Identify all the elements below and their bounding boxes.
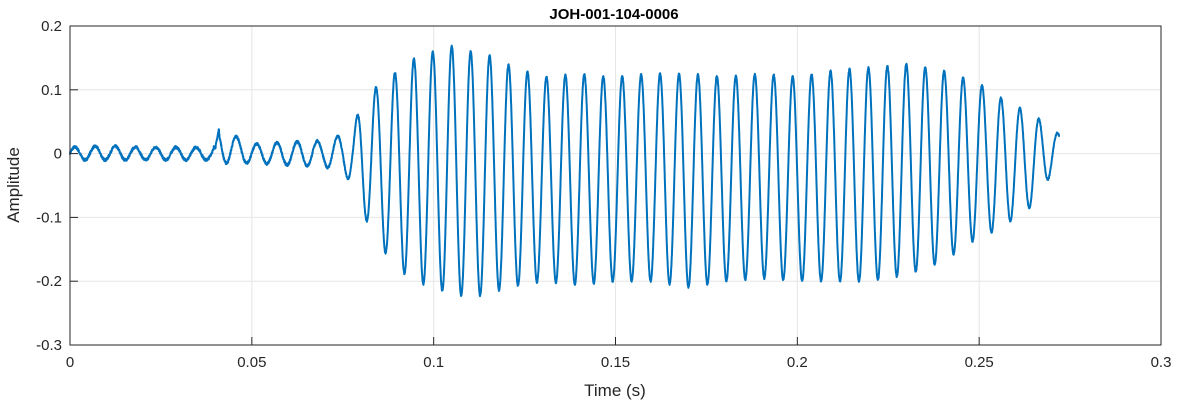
x-axis-label: Time (s): [584, 381, 646, 400]
x-tick-label: 0.25: [965, 354, 994, 371]
x-tick-label: 0.15: [601, 354, 630, 371]
x-axis: 0 0.05 0.1 0.15 0.2 0.25 0.3: [66, 337, 1172, 371]
x-tick-label: 0.05: [237, 354, 266, 371]
y-axis-label: Amplitude: [4, 147, 23, 223]
y-tick-label: -0.2: [36, 273, 62, 290]
y-tick-label: 0: [54, 146, 62, 163]
y-tick-label: 0.2: [41, 18, 62, 35]
waveform-trace: [69, 44, 1061, 298]
waveform-line: [69, 44, 1061, 298]
y-tick-label: -0.3: [36, 337, 62, 354]
x-tick-label: 0: [66, 354, 74, 371]
x-tick-label: 0.3: [1151, 354, 1172, 371]
x-tick-label: 0.1: [423, 354, 444, 371]
chart-title: JOH-001-104-0006: [549, 6, 678, 23]
grid: [69, 25, 1162, 346]
y-tick-label: -0.1: [36, 209, 62, 226]
x-tick-label: 0.2: [787, 354, 808, 371]
y-axis: -0.3 -0.2 -0.1 0 0.1 0.2: [36, 18, 78, 354]
y-tick-label: 0.1: [41, 82, 62, 99]
